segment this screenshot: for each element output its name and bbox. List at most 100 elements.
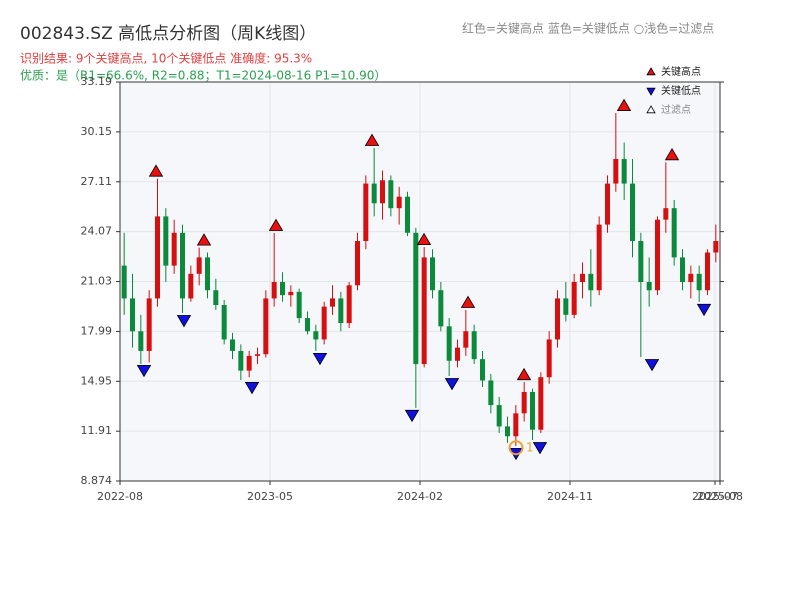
candle-body [255, 354, 260, 356]
candle-body [171, 232, 177, 266]
x-tick-label: 2025-08 [697, 490, 743, 503]
y-tick-label: 33.19 [81, 75, 113, 88]
candle-body [321, 306, 327, 340]
y-tick-label: 24.07 [81, 225, 113, 238]
header-note: 红色=关键高点 蓝色=关键低点 ○浅色=过滤点 [462, 21, 714, 36]
candle-body [330, 298, 335, 307]
candle-body [180, 232, 185, 299]
candle-body [663, 208, 669, 220]
candle-body [238, 350, 244, 371]
candle-body [263, 298, 269, 355]
x-tick-label: 2023-05 [247, 490, 293, 503]
y-tick-label: 17.99 [81, 324, 113, 337]
x-tick-label: 2025-07 [692, 490, 738, 503]
candle-body [538, 377, 544, 430]
marker [664, 147, 680, 161]
marker [268, 218, 284, 231]
candle-body [705, 252, 710, 291]
candle-body [546, 339, 552, 378]
candle-body [371, 183, 377, 204]
candle-body [671, 208, 677, 258]
candle-body [471, 331, 477, 360]
candle-body [221, 304, 227, 340]
x-tick-label: 2024-02 [397, 490, 443, 503]
marker [196, 233, 212, 246]
candle-body [163, 216, 169, 266]
candle-body [563, 298, 569, 315]
candle-body [713, 241, 719, 253]
candle-body [596, 224, 602, 291]
candle-body [488, 380, 494, 406]
candle-body [388, 180, 394, 209]
marker [616, 98, 632, 111]
candle-body [346, 285, 352, 324]
y-tick-label: 21.03 [81, 275, 113, 288]
candle-body [213, 290, 219, 305]
marker [148, 164, 164, 177]
y-tick-label: 14.95 [81, 374, 113, 387]
marker [364, 133, 380, 146]
marker [644, 359, 660, 372]
y-tick-label: 30.15 [81, 125, 113, 138]
candle-body [313, 331, 319, 340]
legend-marker [646, 105, 656, 114]
candle-body [196, 257, 202, 274]
candle-body [480, 359, 485, 381]
candle-body [363, 183, 369, 242]
marker [244, 382, 260, 395]
candle-body [630, 183, 635, 242]
candle-body [571, 282, 577, 315]
candle-body [188, 273, 194, 299]
y-tick-label: 11.91 [81, 424, 113, 437]
legend-marker [646, 67, 656, 76]
candle-body [455, 347, 460, 361]
candle-body [338, 298, 344, 324]
chart-title: 002843.SZ 高低点分析图（周K线图） [20, 24, 316, 44]
marker [460, 295, 476, 308]
candle-body [555, 298, 560, 340]
marker [312, 352, 328, 366]
candle-body [421, 257, 427, 365]
candle-body [138, 331, 144, 351]
candle-body [688, 273, 694, 283]
marker [176, 315, 192, 328]
candle-body [413, 232, 419, 365]
candle-body [155, 216, 160, 299]
marker-label: 1 [526, 440, 534, 454]
subtitle: 识别结果: 9个关键高点, 10个关键低点 准确度: 95.3% [20, 51, 312, 66]
legend-label: 关键低点 [661, 84, 701, 97]
y-tick-label: 27.11 [81, 175, 113, 188]
candle-body [296, 291, 302, 319]
candle-body [680, 257, 685, 283]
candle-body [530, 391, 535, 430]
marker [532, 442, 548, 455]
candle-body [621, 158, 627, 184]
candle-body [280, 282, 285, 296]
candle-body [288, 291, 294, 296]
marker [404, 409, 420, 423]
marker [508, 440, 524, 456]
legend-label: 关键高点 [661, 65, 701, 78]
candle-body [605, 183, 610, 225]
candle-body [613, 158, 619, 184]
legend-marker [646, 87, 656, 96]
candle-body [696, 273, 702, 291]
candle-body [638, 241, 644, 283]
candle-body [396, 196, 402, 209]
candle-body [580, 273, 585, 283]
candle-body [146, 298, 152, 351]
x-tick-label: 2022-08 [97, 490, 143, 503]
candle-body [305, 318, 310, 332]
subtitle: 优质：是（R1=66.6%, R2=0.88；T1=2024-08-16 P1=… [20, 69, 386, 83]
marker [416, 232, 432, 246]
candle-body [446, 326, 452, 361]
candle-body [521, 391, 527, 414]
candle-body [438, 290, 444, 327]
marker [516, 367, 532, 381]
candle-body [655, 219, 660, 291]
candle-body [513, 413, 519, 437]
candle-body [121, 265, 127, 299]
candle-body [505, 426, 510, 437]
candle-body [355, 241, 360, 286]
candle-body [646, 282, 652, 291]
